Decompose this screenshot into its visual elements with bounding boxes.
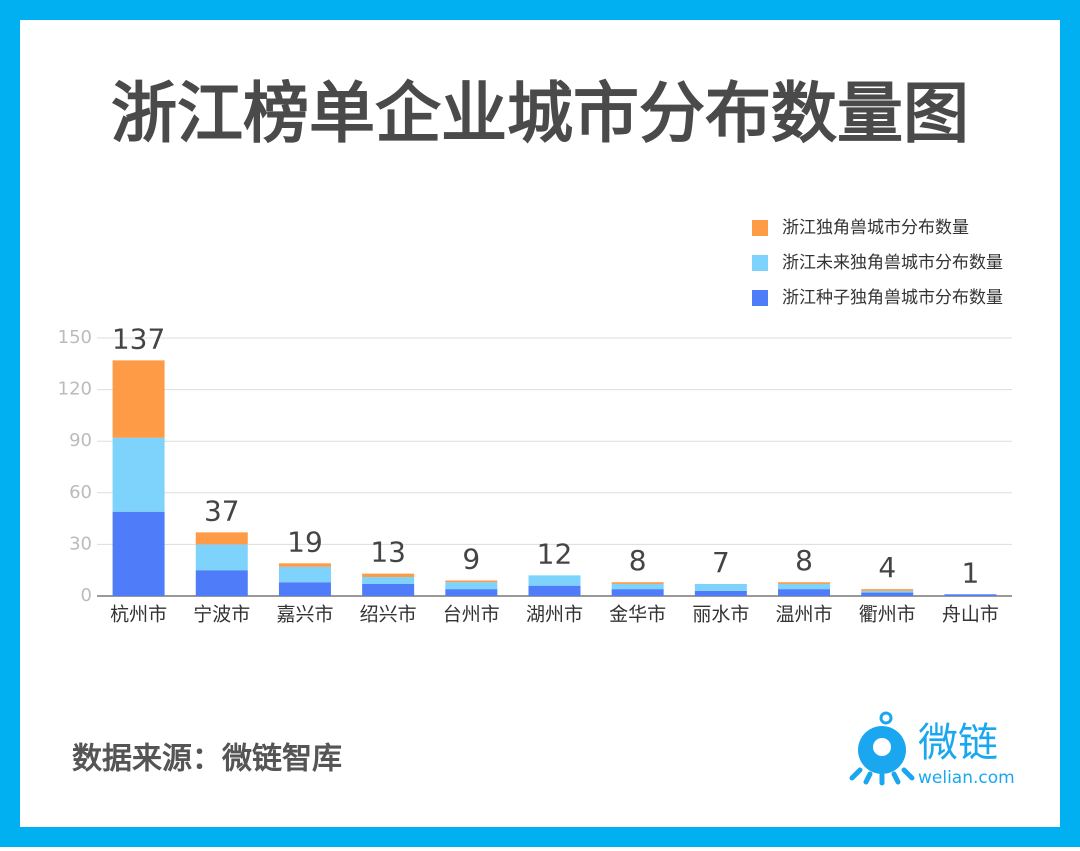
y-tick-label: 30 [69,533,92,554]
total-label: 137 [112,322,165,355]
source: 数据来源：微链智库 [72,742,342,777]
x-tick-label: 金华市 [609,604,666,626]
logo-name: 微链 [918,720,998,766]
total-label: 4 [878,551,896,584]
bar-segment [278,582,331,596]
y-tick-label: 0 [81,585,92,606]
y-tick-label: 60 [69,482,92,503]
bar-segment [112,437,165,512]
bar-segment [778,589,831,596]
bar-segment [112,360,165,438]
x-tick-label: 湖州市 [526,604,583,626]
bar-segment [778,583,831,590]
total-label: 7 [712,546,730,579]
total-label: 8 [795,544,813,577]
x-tick-label: 杭州市 [110,604,167,626]
legend-label: 浙江独角兽城市分布数量 [782,218,969,238]
bar-segment [694,583,747,591]
total-label: 1 [961,556,979,589]
x-tick-label: 舟山市 [942,604,999,626]
legend-swatch [752,255,768,271]
x-tick-label: 台州市 [443,604,500,626]
x-tick-label: 丽水市 [692,604,749,626]
bar-segment [944,594,997,596]
bar-segment [778,582,831,584]
bar-segment [528,585,581,596]
bar-segment [278,563,331,567]
bar-segment [362,577,415,584]
total-label: 37 [204,494,240,527]
x-tick-label: 衢州市 [859,604,916,626]
bar-segment [112,511,165,596]
total-label: 8 [629,544,647,577]
bar-segment [611,589,664,596]
legend-label: 浙江种子独角兽城市分布数量 [782,288,1003,308]
y-tick-label: 120 [58,379,92,400]
logo-url: welian.com [918,768,1015,788]
bar-segment [195,532,248,545]
bar-segment [445,580,498,583]
total-label: 19 [287,525,323,558]
bar-segment [861,590,914,593]
bar-segment [195,570,248,596]
y-tick-label: 150 [58,327,92,348]
bar-segment [362,583,415,596]
total-label: 13 [370,536,406,569]
y-tick-label: 90 [69,430,92,451]
bar-segment [195,544,248,571]
x-tick-label: 绍兴市 [360,604,417,626]
bar-segment [611,582,664,584]
bar-segment [861,589,914,591]
bar-segment [362,573,415,578]
legend-swatch [752,220,768,236]
legend-swatch [752,290,768,306]
logo-icon [849,711,915,786]
total-label: 9 [462,543,480,576]
chart-title: 浙江榜单企业城市分布数量图 [111,75,969,152]
bar-segment [528,575,581,586]
bar-segment [278,566,331,583]
x-tick-label: 嘉兴市 [276,604,333,626]
bar-segment [861,592,914,596]
bar-segment [611,583,664,590]
x-tick-label: 温州市 [776,604,833,626]
bar-segment [445,589,498,596]
total-label: 12 [537,537,573,570]
legend-label: 浙江未来独角兽城市分布数量 [782,253,1003,273]
bar-segment [445,582,498,590]
x-tick-label: 宁波市 [193,604,250,626]
bar-segment [694,590,747,596]
panel [20,20,1060,827]
